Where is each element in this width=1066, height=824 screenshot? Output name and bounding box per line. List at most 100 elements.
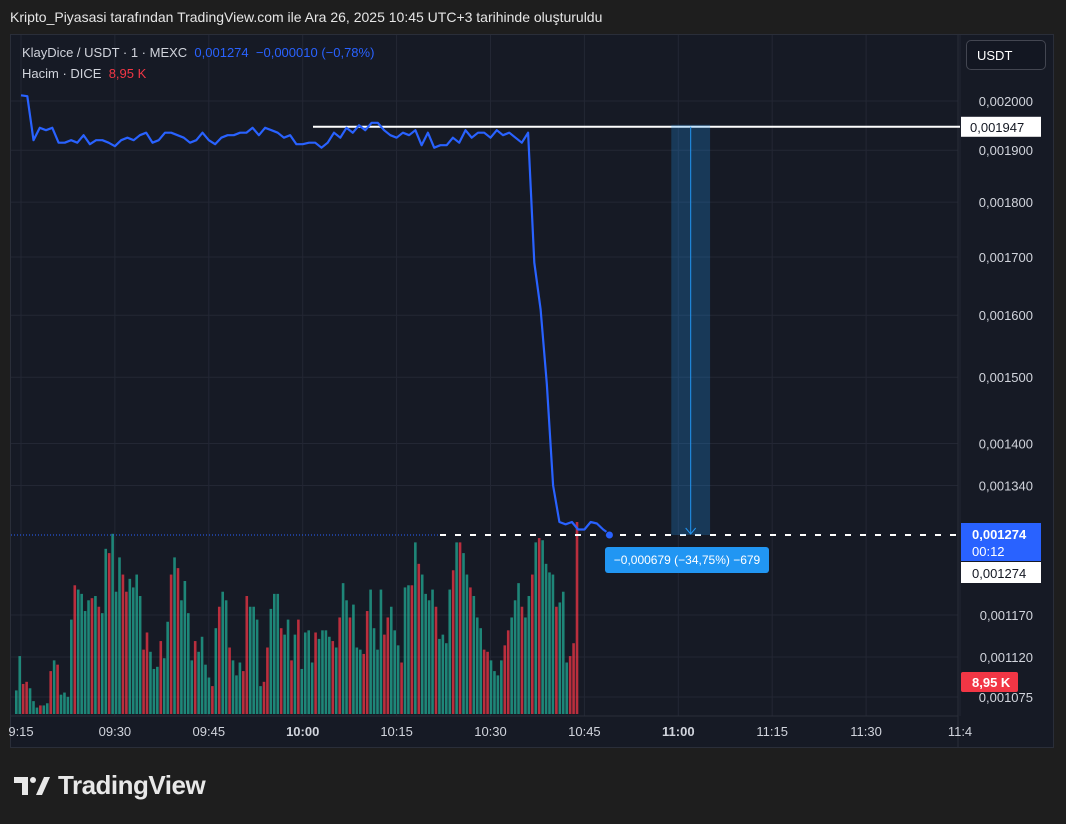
volume-bar-144 xyxy=(510,617,513,714)
volume-bar-109 xyxy=(389,606,393,714)
snapshot-caption: Kripto_Piyasasi tarafından TradingView.c… xyxy=(10,9,603,25)
volume-bar-139 xyxy=(493,671,496,714)
volume-bar-70 xyxy=(255,619,259,714)
volume-bar-153 xyxy=(541,540,544,714)
volume-bar-118 xyxy=(420,574,424,714)
volume-bar-97 xyxy=(348,617,352,714)
volume-bar-133 xyxy=(472,596,476,714)
volume-bar-136 xyxy=(482,649,486,714)
price-tick-label-0: 0,002000 xyxy=(979,94,1033,109)
chart-layer: −0,000679 (−34,75%) −679 0,002000 0,001900… xyxy=(8,35,1041,747)
volume-bar-93 xyxy=(334,647,338,714)
volume-bar-134 xyxy=(475,617,479,714)
time-tick-label-6: 10:45 xyxy=(568,724,601,739)
volume-bar-85 xyxy=(307,630,310,714)
price-tick-label-2: 0,001800 xyxy=(979,195,1033,210)
volume-bar-59 xyxy=(217,606,221,714)
volume-bar-46 xyxy=(173,557,176,714)
volume-bar-74 xyxy=(269,608,273,714)
volume-bar-106 xyxy=(379,589,383,714)
volume-bar-57 xyxy=(211,686,214,714)
last-price-badge-text: 0,001274 xyxy=(972,527,1027,542)
volume-bar-51 xyxy=(190,660,194,714)
last-price-dot xyxy=(604,530,614,540)
measure-label-box xyxy=(605,547,769,573)
volume-bar-88 xyxy=(317,638,321,714)
volume-bar-24 xyxy=(97,606,101,714)
volume-bar-36 xyxy=(138,596,142,714)
volume-bar-155 xyxy=(548,572,551,714)
legend-price: 0,001274 xyxy=(194,45,249,60)
volume-bar-94 xyxy=(338,617,341,714)
time-tick-label-4: 10:15 xyxy=(380,724,413,739)
volume-bar-123 xyxy=(438,638,441,714)
volume-bar-54 xyxy=(200,636,204,714)
volume-bar-5 xyxy=(32,701,35,714)
volume-label[interactable]: Hacim · DICE xyxy=(22,66,102,81)
volume-bar-23 xyxy=(94,596,97,714)
volume-bar-34 xyxy=(131,587,135,714)
volume-bar-50 xyxy=(187,613,190,714)
volume-bar-99 xyxy=(355,647,359,714)
volume-bar-56 xyxy=(207,677,211,714)
volume-bar-152 xyxy=(537,538,541,714)
volume-bar-92 xyxy=(331,641,335,714)
volume-bar-67 xyxy=(245,596,249,714)
volume-bar-60 xyxy=(221,591,224,714)
volume-bar-145 xyxy=(513,600,517,714)
volume-bar-156 xyxy=(551,574,555,714)
volume-badge-text: 8,95 K xyxy=(972,675,1011,690)
volume-bar-14 xyxy=(63,692,66,714)
last-price-badge-2-text: 0,001274 xyxy=(972,566,1026,581)
candle-countdown-text: 00:12 xyxy=(972,544,1005,559)
currency-button[interactable]: USDT xyxy=(966,40,1046,70)
volume-bar-3 xyxy=(25,681,28,714)
level-price-badge-text: 0,001947 xyxy=(970,120,1024,135)
volume-bar-40 xyxy=(152,668,156,714)
volume-legend[interactable]: Hacim · DICE 8,95 K xyxy=(22,66,146,81)
volume-bar-154 xyxy=(544,563,548,714)
volume-bar-75 xyxy=(273,593,276,714)
volume-bar-79 xyxy=(286,619,290,714)
volume-bar-82 xyxy=(297,619,300,714)
volume-bar-45 xyxy=(169,574,173,714)
price-tick-label-3: 0,001700 xyxy=(979,250,1033,265)
volume-badge xyxy=(961,672,1018,692)
volume-bar-76 xyxy=(276,593,280,714)
time-tick-label-5: 10:30 xyxy=(474,724,507,739)
volume-bar-25 xyxy=(101,613,104,714)
volume-bar-48 xyxy=(180,600,183,714)
time-tick-label-0: 9:15 xyxy=(8,724,33,739)
volume-bar-89 xyxy=(321,630,324,714)
volume-bar-122 xyxy=(434,606,438,714)
price-tick-label-9: 0,001120 xyxy=(980,650,1033,665)
volume-bar-72 xyxy=(262,681,266,714)
volume-bar-138 xyxy=(489,660,493,714)
volume-bar-129 xyxy=(458,542,462,714)
volume-bar-124 xyxy=(441,634,445,714)
volume-bar-27 xyxy=(107,553,111,714)
time-tick-label-1: 09:30 xyxy=(99,724,132,739)
volume-bar-86 xyxy=(310,662,314,714)
time-tick-label-10: 11:4 xyxy=(948,724,972,739)
volume-bar-111 xyxy=(396,645,400,714)
price-line xyxy=(20,94,611,535)
price-tick-label-1: 0,001900 xyxy=(979,143,1033,158)
volume-bar-8 xyxy=(42,705,46,714)
volume-bar-131 xyxy=(465,574,469,714)
volume-bar-151 xyxy=(534,542,538,714)
symbol-legend[interactable]: KlayDice / USDT · 1 · MEXC 0,001274 −0,0… xyxy=(22,45,374,60)
volume-bar-35 xyxy=(135,574,138,714)
volume-bar-146 xyxy=(517,583,520,714)
volume-bar-1 xyxy=(18,656,22,714)
volume-bar-64 xyxy=(235,675,238,714)
volume-bar-160 xyxy=(565,662,568,714)
volume-bar-116 xyxy=(414,542,417,714)
symbol-name[interactable]: KlayDice / USDT · 1 · MEXC xyxy=(22,45,188,60)
volume-bar-87 xyxy=(314,632,317,714)
price-tick-label-4: 0,001600 xyxy=(979,308,1033,323)
time-tick-label-7: 11:00 xyxy=(662,724,695,739)
volume-bar-78 xyxy=(283,634,286,714)
volume-bar-11 xyxy=(52,660,56,714)
